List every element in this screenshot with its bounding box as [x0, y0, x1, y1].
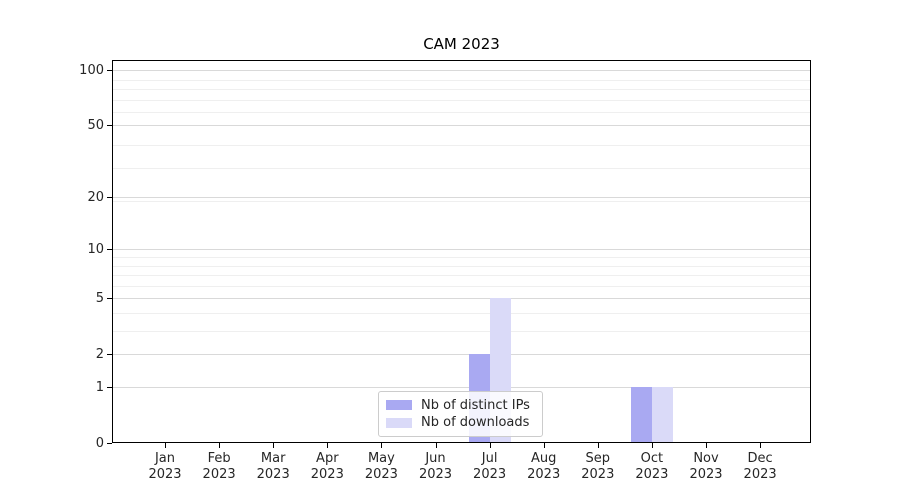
legend-swatch-icon — [386, 417, 412, 428]
legend-label: Nb of downloads — [421, 415, 530, 431]
y-axis-tick — [107, 387, 112, 388]
y-tick-label: 5 — [95, 290, 104, 306]
y-tick-label: 20 — [87, 189, 104, 205]
minor-gridline — [113, 275, 810, 276]
x-tick-label-dec: Dec 2023 — [743, 451, 777, 482]
x-tick-label-jun: Jun 2023 — [418, 451, 453, 482]
minor-gridline — [113, 112, 810, 114]
x-axis-tick — [219, 443, 221, 448]
x-axis-tick — [489, 443, 491, 448]
plot-frame — [112, 60, 811, 443]
x-axis-tick — [165, 443, 166, 448]
y-axis-tick — [107, 70, 112, 72]
legend-swatch-icon — [386, 400, 412, 411]
y-axis-tick — [107, 354, 112, 356]
x-axis-tick — [597, 443, 599, 448]
x-tick-label-nov: Nov 2023 — [689, 451, 723, 482]
x-tick-label-apr: Apr 2023 — [310, 451, 344, 482]
x-axis-tick — [273, 443, 275, 448]
major-gridline — [113, 125, 810, 127]
major-gridline — [113, 197, 810, 199]
x-axis-tick — [381, 443, 383, 448]
y-axis-tick — [107, 197, 112, 199]
x-tick-label-jan: Jan 2023 — [148, 451, 182, 482]
x-tick-label-oct: Oct 2023 — [635, 451, 669, 482]
y-tick-label: 10 — [87, 241, 104, 257]
major-gridline — [113, 249, 810, 251]
x-axis-tick — [327, 443, 329, 448]
chart-title: CAM 2023 — [423, 35, 500, 53]
minor-gridline — [113, 89, 810, 90]
minor-gridline — [113, 79, 810, 81]
minor-gridline — [113, 257, 810, 258]
major-gridline — [113, 354, 810, 356]
major-gridline — [113, 298, 810, 300]
legend-item: Nb of distinct IPs — [386, 398, 535, 413]
y-axis-tick — [107, 249, 112, 251]
legend-item: Nb of downloads — [386, 415, 535, 430]
x-tick-label-jul: Jul 2023 — [473, 451, 507, 482]
minor-gridline — [113, 201, 810, 202]
y-tick-label: 50 — [87, 117, 104, 133]
bar-oct-nb-of-distinct-ips — [630, 387, 652, 443]
minor-gridline — [113, 145, 810, 146]
bar-oct-nb-of-downloads — [651, 387, 673, 443]
y-axis-tick — [107, 125, 112, 127]
x-tick-label-sep: Sep 2023 — [581, 451, 615, 482]
minor-gridline — [113, 331, 810, 332]
y-axis-tick — [107, 298, 112, 300]
x-axis-tick — [706, 443, 707, 448]
minor-gridline — [113, 265, 810, 267]
y-tick-label: 1 — [95, 379, 104, 395]
x-tick-label-mar: Mar 2023 — [256, 451, 290, 482]
major-gridline — [113, 70, 810, 72]
x-axis-tick — [543, 443, 545, 448]
x-tick-label-aug: Aug 2023 — [527, 451, 561, 482]
x-axis-tick — [435, 443, 437, 448]
minor-gridline — [113, 99, 810, 101]
x-tick-label-feb: Feb 2023 — [202, 451, 236, 482]
x-axis-tick — [651, 443, 653, 448]
y-tick-label: 0 — [95, 435, 104, 451]
legend-label: Nb of distinct IPs — [421, 397, 530, 413]
legend: Nb of distinct IPs Nb of downloads — [378, 391, 543, 437]
y-tick-label: 2 — [95, 346, 104, 362]
minor-gridline — [113, 313, 810, 314]
x-axis-tick — [760, 443, 762, 448]
minor-gridline — [113, 168, 810, 170]
y-tick-label: 100 — [79, 62, 104, 78]
minor-gridline — [113, 285, 810, 287]
major-gridline — [113, 387, 810, 388]
y-axis-tick — [107, 443, 112, 444]
x-tick-label-may: May 2023 — [364, 451, 398, 482]
